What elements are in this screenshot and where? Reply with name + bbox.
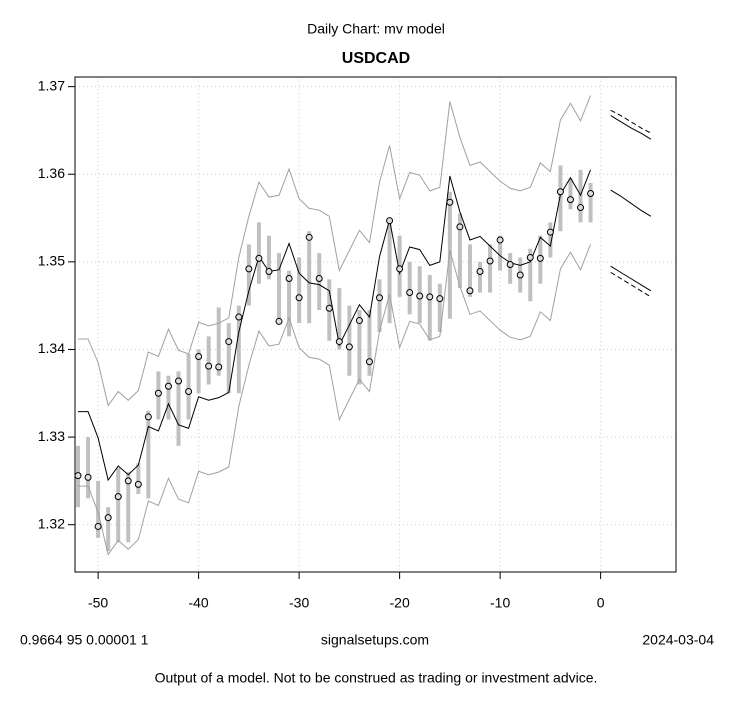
series-line xyxy=(78,169,592,482)
close-point xyxy=(577,204,585,212)
y-tick-label: 1.34 xyxy=(38,340,65,356)
close-point xyxy=(536,254,544,262)
close-point xyxy=(175,377,183,385)
forecast-line xyxy=(610,271,652,298)
close-point xyxy=(456,223,464,231)
close-point xyxy=(355,317,363,325)
footer-right: 2024-03-04 xyxy=(642,632,714,648)
close-point xyxy=(295,294,303,302)
close-point xyxy=(205,362,213,370)
close-point xyxy=(546,228,554,236)
y-tick-label: 1.37 xyxy=(38,77,65,93)
close-point xyxy=(245,265,253,273)
close-point xyxy=(215,363,223,371)
close-point xyxy=(466,287,474,295)
close-point xyxy=(235,313,243,321)
y-tick-label: 1.36 xyxy=(38,165,65,181)
close-point xyxy=(114,493,122,501)
close-point xyxy=(195,352,203,360)
close-point xyxy=(305,233,313,241)
close-point xyxy=(275,317,283,325)
x-tick-label: -30 xyxy=(289,595,309,611)
close-point xyxy=(436,295,444,303)
close-point xyxy=(345,343,353,351)
close-point xyxy=(386,217,394,225)
footer-left: 0.9664 95 0.00001 1 xyxy=(20,632,149,648)
close-point xyxy=(506,260,514,268)
y-tick-label: 1.32 xyxy=(38,515,65,531)
close-point xyxy=(416,292,424,300)
close-point xyxy=(134,480,142,488)
y-tick-label: 1.33 xyxy=(38,428,65,444)
x-tick-label: -50 xyxy=(88,595,108,611)
close-point xyxy=(496,236,504,244)
close-point xyxy=(396,265,404,273)
close-point xyxy=(144,413,152,421)
close-point xyxy=(104,514,112,522)
close-point xyxy=(587,190,595,198)
close-point xyxy=(255,254,263,262)
close-point xyxy=(315,275,323,283)
chart-subtitle: Daily Chart: mv model xyxy=(307,21,445,37)
x-tick-label: -40 xyxy=(188,595,208,611)
close-point xyxy=(556,188,564,196)
close-point xyxy=(476,267,484,275)
chart-title: USDCAD xyxy=(342,50,410,67)
footer-center: signalsetups.com xyxy=(321,632,429,648)
forecast-line xyxy=(610,109,652,134)
close-point xyxy=(94,522,102,530)
close-point xyxy=(124,477,132,485)
close-point xyxy=(74,472,82,480)
close-point xyxy=(285,275,293,283)
close-point xyxy=(84,473,92,481)
x-tick-label: -10 xyxy=(490,595,510,611)
forecast-line xyxy=(610,115,652,140)
close-point xyxy=(426,293,434,301)
close-point xyxy=(406,289,414,297)
plot-frame xyxy=(74,76,677,573)
close-point xyxy=(516,271,524,279)
close-point xyxy=(185,388,193,396)
close-point xyxy=(265,267,273,275)
close-point xyxy=(225,338,233,346)
series-line xyxy=(78,95,592,407)
series-line xyxy=(78,244,592,556)
disclaimer: Output of a model. Not to be construed a… xyxy=(155,670,598,686)
close-point xyxy=(486,257,494,265)
close-point xyxy=(566,196,574,204)
close-point xyxy=(446,198,454,206)
x-tick-label: -20 xyxy=(390,595,410,611)
close-point xyxy=(376,294,384,302)
close-point xyxy=(526,253,534,261)
x-tick-label: 0 xyxy=(597,595,605,611)
forecast-line xyxy=(610,265,652,292)
y-tick-label: 1.35 xyxy=(38,253,65,269)
close-point xyxy=(325,304,333,312)
close-point xyxy=(164,382,172,390)
forecast-line xyxy=(610,189,652,217)
close-point xyxy=(365,358,373,366)
close-point xyxy=(154,389,162,397)
close-point xyxy=(335,338,343,346)
